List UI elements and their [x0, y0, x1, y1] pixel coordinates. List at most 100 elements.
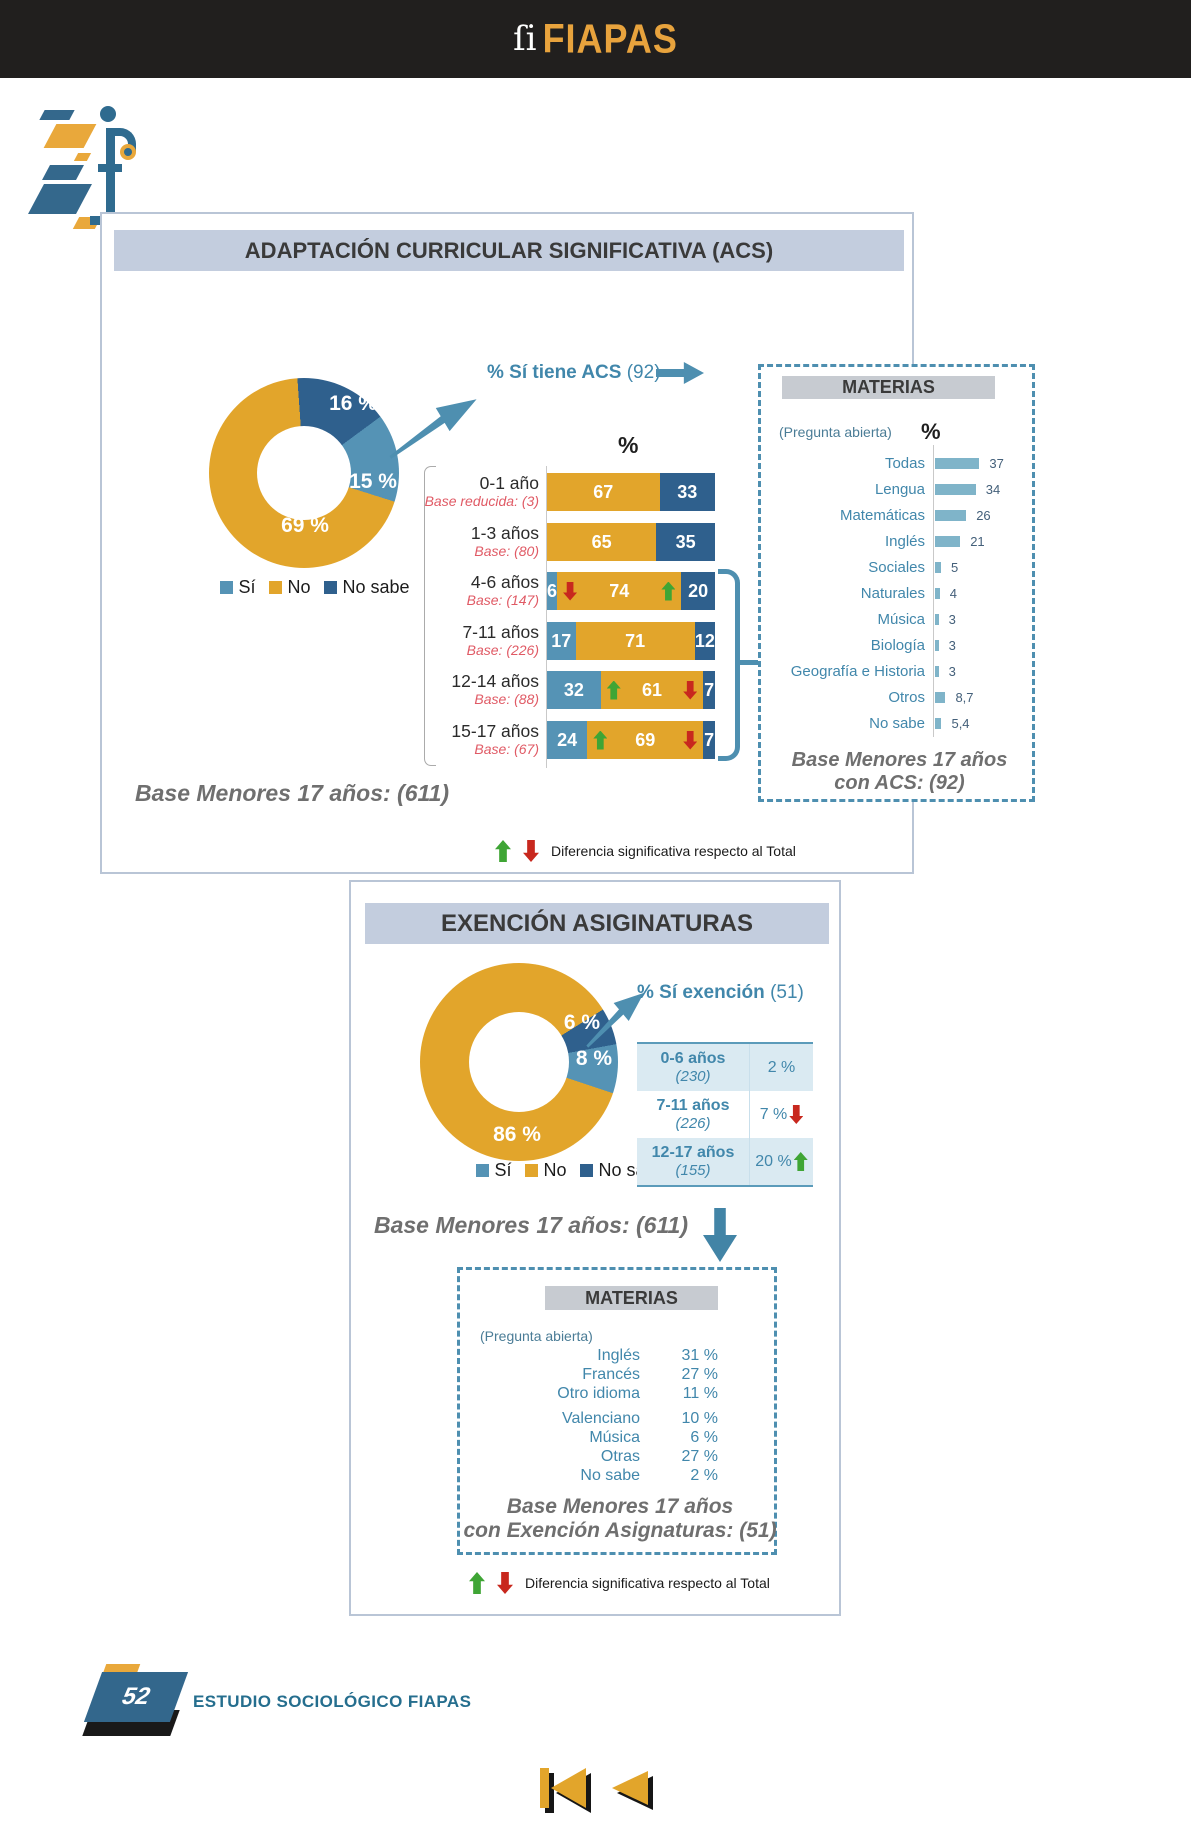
panel-exencion: EXENCIÓN ASIGINATURAS 6 % 8 % 86 % % Sí …	[349, 880, 841, 1616]
panel-exencion-title: EXENCIÓN ASIGINATURAS	[365, 903, 829, 944]
materias-row: Matemáticas 26	[839, 506, 991, 524]
materias-row: Otros 8,7	[888, 688, 974, 706]
materias-link-bracket	[718, 569, 740, 761]
stacked-bar: 32 61 7	[547, 671, 715, 709]
bar-row: 15-17 años Base: (67) 24 69 7	[364, 720, 724, 760]
exencion-callout: % Sí exención (51)	[637, 982, 804, 1003]
donut-no-label: 69 %	[281, 514, 329, 537]
materias-item: Francés 27 %	[582, 1366, 718, 1383]
materias-row: Lengua 34	[874, 480, 1001, 498]
legend-ns-swatch	[580, 1164, 594, 1177]
acs-donut-chart: 16 % 15 % 69 %	[209, 378, 399, 568]
exencion-donut-chart: 6 % 8 % 86 %	[420, 963, 618, 1161]
materias-row: Geografía e Historia 3	[790, 662, 956, 680]
significance-legend: Diferencia significativa respecto al Tot…	[461, 1572, 770, 1594]
donut-no-label: 86 %	[493, 1123, 541, 1146]
legend-no-swatch	[525, 1164, 539, 1177]
acs-legend: Sí No No sabe	[205, 577, 425, 598]
significance-down-icon	[497, 1572, 513, 1594]
materias-item: Inglés 31 %	[597, 1347, 718, 1364]
materias-item: No sabe 2 %	[580, 1467, 718, 1484]
acs-callout: % Sí tiene ACS (92)	[487, 362, 661, 383]
materias-item: Otro idioma 11 %	[557, 1385, 718, 1402]
bar-row: 7-11 años Base: (226) 17 71 12	[364, 621, 724, 661]
age-label: 15-17 años	[451, 721, 539, 742]
materias-row: Biología 3	[870, 636, 956, 654]
significance-down-icon	[683, 730, 698, 750]
significance-up-icon	[606, 680, 621, 700]
base-label: Base: (226)	[466, 641, 539, 658]
panel-acs-title: ADAPTACIÓN CURRICULAR SIGNIFICATIVA (ACS…	[114, 230, 904, 271]
category-axis	[546, 466, 547, 768]
base-label: Base: (147)	[466, 591, 539, 608]
age-label: 12-14 años	[451, 671, 539, 692]
legend-ns-label: No sabe	[342, 577, 410, 597]
materias-pct-axis-label: %	[921, 419, 941, 444]
materias-base-note: Base Menores 17 años con Exención Asigna…	[463, 1495, 777, 1543]
age-label: 7-11 años	[462, 622, 539, 643]
table-row: 0-6 años (230) 2 %	[637, 1044, 813, 1091]
donut-callout-arrow-icon	[379, 386, 485, 467]
base-label: Base: (80)	[474, 542, 539, 559]
exencion-age-table: 0-6 años (230) 2 % 7-11 años (226) 7 % 12-…	[637, 1042, 813, 1187]
materias-item: Valenciano 10 %	[562, 1410, 718, 1427]
significance-up-icon	[661, 581, 676, 601]
page-number: 52	[83, 1672, 189, 1722]
significance-down-icon	[563, 581, 578, 601]
legend-ns-swatch	[324, 581, 338, 594]
donut-ns-label: 6 %	[563, 1011, 601, 1034]
age-label: 0-1 año	[479, 473, 539, 494]
significance-up-icon	[495, 840, 511, 862]
stacked-bar: 65 35	[547, 523, 715, 561]
age-group-bracket	[424, 466, 436, 766]
footer-study-label: ESTUDIO SOCIOLÓGICO FIAPAS	[193, 1692, 472, 1711]
significance-up-icon	[469, 1572, 485, 1594]
open-question-note: (Pregunta abierta)	[480, 1328, 593, 1344]
table-row: 12-17 años (155) 20 %	[637, 1138, 813, 1185]
significance-legend: Diferencia significativa respecto al Tot…	[487, 840, 796, 862]
materias-base-note: Base Menores 17 años con ACS: (92)	[791, 749, 1008, 794]
stacked-bar: 24 69 7	[547, 721, 715, 759]
age-label: 4-6 años	[470, 572, 539, 593]
base-note: Base Menores 17 años: (611)	[135, 780, 450, 806]
legend-si-swatch	[220, 581, 234, 594]
materias-list: Inglés 31 % Francés 27 % Otro idioma 11 % V…	[480, 1346, 730, 1485]
materias-row: Música 3	[877, 610, 956, 628]
base-note: Base Menores 17 años: (611)	[373, 1212, 689, 1238]
stacked-bar: 67 33	[547, 473, 715, 511]
materias-link-arm	[739, 660, 759, 665]
significance-down-icon	[523, 840, 539, 862]
legend-si-label: Sí	[494, 1160, 512, 1180]
bar-row: 1-3 años Base: (80) 65 35	[364, 522, 724, 562]
donut-si-label: 15 %	[349, 470, 397, 493]
bar-row: 0-1 año Base reducida: (3) 67 33	[364, 472, 724, 512]
legend-si-label: Sí	[238, 577, 256, 597]
table-row: 7-11 años (226) 7 %	[637, 1091, 813, 1138]
materias-axis	[933, 445, 934, 737]
materias-row: Naturales 4	[860, 584, 958, 602]
materias-row: Sociales 5	[868, 558, 959, 576]
nav-previous-page-button[interactable]	[612, 1771, 648, 1805]
materias-item: Otras 27 %	[600, 1448, 718, 1465]
materias-item: Música 6 %	[589, 1429, 718, 1446]
significance-down-icon	[789, 1105, 804, 1124]
age-label: 1-3 años	[470, 523, 539, 544]
callout-right-arrow-icon	[656, 362, 704, 384]
materias-bar-list: Todas 37 Lengua 34 Matemáticas 26 Inglés 21 …	[767, 450, 1032, 736]
stacked-bar: 17 71 12	[547, 622, 715, 660]
open-question-note: (Pregunta abierta)	[779, 424, 892, 440]
materias-acs-box: MATERIAS (Pregunta abierta) % Todas 37 Le…	[758, 364, 1035, 802]
nav-first-page-button[interactable]	[540, 1768, 586, 1808]
legend-no-label: No	[543, 1160, 567, 1180]
legend-si-swatch	[476, 1164, 490, 1177]
base-label: Base: (88)	[474, 690, 539, 707]
materias-row: No sabe 5,4	[869, 714, 970, 732]
panel-acs: ADAPTACIÓN CURRICULAR SIGNIFICATIVA (ACS…	[100, 212, 1035, 874]
materias-header: MATERIAS	[782, 376, 995, 399]
donut-si-label: 8 %	[575, 1047, 613, 1070]
bar-row: 12-14 años Base: (88) 32 61 7	[364, 670, 724, 710]
significance-up-icon	[793, 1152, 808, 1171]
materias-row: Todas 37	[884, 454, 1004, 472]
materias-row: Inglés 21	[884, 532, 985, 550]
